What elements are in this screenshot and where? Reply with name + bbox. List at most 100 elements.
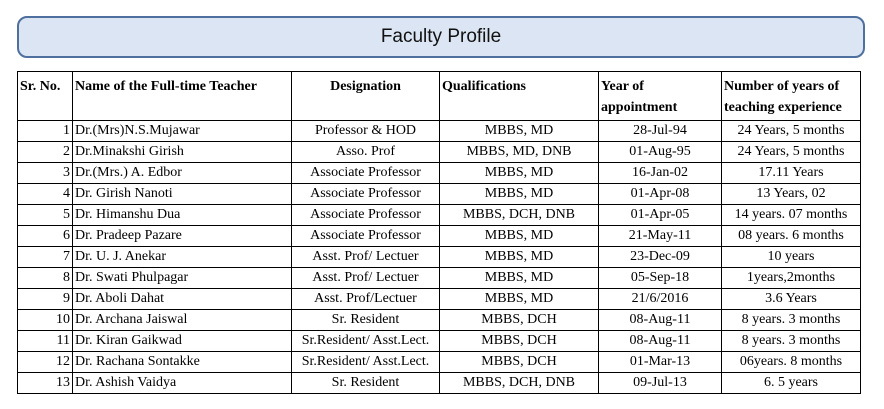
cell-qualifications: MBBS, MD bbox=[439, 288, 599, 310]
cell-sr-no: 2 bbox=[17, 141, 73, 163]
cell-designation: Asso. Prof bbox=[291, 141, 440, 163]
cell-year-of-appointment: 01-Apr-08 bbox=[598, 183, 722, 205]
cell-year-of-appointment: 21-May-11 bbox=[598, 225, 722, 247]
cell-designation: Sr.Resident/ Asst.Lect. bbox=[291, 351, 440, 373]
cell-teacher-name: Dr. Aboli Dahat bbox=[72, 288, 292, 310]
cell-teacher-name: Dr.(Mrs)N.S.Mujawar bbox=[72, 120, 292, 142]
cell-qualifications: MBBS, DCH, DNB bbox=[439, 204, 599, 226]
cell-teaching-experience: 24 Years, 5 months bbox=[721, 141, 861, 163]
table-row: 12 Dr. Rachana Sontakke Sr.Resident/ Asst.… bbox=[17, 351, 861, 373]
cell-teaching-experience: 17.11 Years bbox=[721, 162, 861, 184]
cell-teaching-experience: 1years,2months bbox=[721, 267, 861, 289]
cell-teacher-name: Dr. Rachana Sontakke bbox=[72, 351, 292, 373]
cell-designation: Sr. Resident bbox=[291, 309, 440, 331]
cell-designation: Associate Professor bbox=[291, 162, 440, 184]
cell-year-of-appointment: 23-Dec-09 bbox=[598, 246, 722, 268]
cell-teacher-name: Dr.(Mrs.) A. Edbor bbox=[72, 162, 292, 184]
cell-teacher-name: Dr. U. J. Anekar bbox=[72, 246, 292, 268]
header-teaching-experience: Number of years of teaching experience bbox=[721, 71, 861, 121]
cell-qualifications: MBBS, DCH bbox=[439, 309, 599, 331]
cell-teaching-experience: 8 years. 3 months bbox=[721, 309, 861, 331]
table-row: 2 Dr.Minakshi Girish Asso. Prof MBBS, MD, D… bbox=[17, 141, 861, 163]
header-exp-line1: Number of years of bbox=[724, 79, 840, 94]
cell-year-of-appointment: 05-Sep-18 bbox=[598, 267, 722, 289]
cell-teacher-name: Dr. Kiran Gaikwad bbox=[72, 330, 292, 352]
table-row: 4 Dr. Girish Nanoti Associate Professor MBB… bbox=[17, 183, 861, 205]
cell-teacher-name: Dr. Ashish Vaidya bbox=[72, 372, 292, 394]
cell-qualifications: MBBS, MD bbox=[439, 120, 599, 142]
page-title-banner: Faculty Profile bbox=[17, 16, 865, 58]
table-row: 10 Dr. Archana Jaiswal Sr. Resident MBBS, D… bbox=[17, 309, 861, 331]
cell-teaching-experience: 13 Years, 02 bbox=[721, 183, 861, 205]
cell-year-of-appointment: 28-Jul-94 bbox=[598, 120, 722, 142]
table-row: 13 Dr. Ashish Vaidya Sr. Resident MBBS, DCH… bbox=[17, 372, 861, 394]
cell-sr-no: 6 bbox=[17, 225, 73, 247]
table-row: 5 Dr. Himanshu Dua Associate Professor MBBS… bbox=[17, 204, 861, 226]
table-row: 9 Dr. Aboli Dahat Asst. Prof/Lectuer MBBS, … bbox=[17, 288, 861, 310]
cell-sr-no: 11 bbox=[17, 330, 73, 352]
cell-qualifications: MBBS, DCH bbox=[439, 351, 599, 373]
header-year-of-appointment: Year of appointment bbox=[598, 71, 722, 121]
cell-designation: Professor & HOD bbox=[291, 120, 440, 142]
table-row: 3 Dr.(Mrs.) A. Edbor Associate Professor MB… bbox=[17, 162, 861, 184]
cell-sr-no: 7 bbox=[17, 246, 73, 268]
cell-qualifications: MBBS, DCH, DNB bbox=[439, 372, 599, 394]
header-designation: Designation bbox=[291, 71, 440, 121]
cell-designation: Sr.Resident/ Asst.Lect. bbox=[291, 330, 440, 352]
cell-year-of-appointment: 16-Jan-02 bbox=[598, 162, 722, 184]
cell-teaching-experience: 6. 5 years bbox=[721, 372, 861, 394]
header-year-line2: appointment bbox=[601, 100, 678, 115]
cell-teacher-name: Dr.Minakshi Girish bbox=[72, 141, 292, 163]
cell-teacher-name: Dr. Archana Jaiswal bbox=[72, 309, 292, 331]
page-title: Faculty Profile bbox=[380, 26, 502, 47]
faculty-table: Sr. No. Name of the Full-time Teacher De… bbox=[17, 71, 861, 394]
cell-sr-no: 12 bbox=[17, 351, 73, 373]
cell-qualifications: MBBS, MD bbox=[439, 225, 599, 247]
cell-teaching-experience: 10 years bbox=[721, 246, 861, 268]
cell-teaching-experience: 24 Years, 5 months bbox=[721, 120, 861, 142]
table-row: 6 Dr. Pradeep Pazare Associate Professor MB… bbox=[17, 225, 861, 247]
cell-teaching-experience: 8 years. 3 months bbox=[721, 330, 861, 352]
cell-sr-no: 1 bbox=[17, 120, 73, 142]
cell-teaching-experience: 14 years. 07 months bbox=[721, 204, 861, 226]
header-name: Name of the Full-time Teacher bbox=[72, 71, 292, 121]
cell-teaching-experience: 3.6 Years bbox=[721, 288, 861, 310]
cell-sr-no: 8 bbox=[17, 267, 73, 289]
cell-teaching-experience: 08 years. 6 months bbox=[721, 225, 861, 247]
cell-teacher-name: Dr. Swati Phulpagar bbox=[72, 267, 292, 289]
table-header-row: Sr. No. Name of the Full-time Teacher De… bbox=[17, 71, 861, 121]
cell-sr-no: 3 bbox=[17, 162, 73, 184]
header-qualifications: Qualifications bbox=[439, 71, 599, 121]
cell-qualifications: MBBS, MD bbox=[439, 246, 599, 268]
cell-teacher-name: Dr. Pradeep Pazare bbox=[72, 225, 292, 247]
cell-year-of-appointment: 01-Apr-05 bbox=[598, 204, 722, 226]
header-exp-line2: teaching experience bbox=[724, 100, 842, 115]
cell-year-of-appointment: 09-Jul-13 bbox=[598, 372, 722, 394]
cell-year-of-appointment: 08-Aug-11 bbox=[598, 330, 722, 352]
cell-sr-no: 13 bbox=[17, 372, 73, 394]
faculty-table-body: 1 Dr.(Mrs)N.S.Mujawar Professor & HOD MBBS,… bbox=[17, 120, 861, 394]
cell-designation: Associate Professor bbox=[291, 183, 440, 205]
cell-teacher-name: Dr. Himanshu Dua bbox=[72, 204, 292, 226]
table-row: 8 Dr. Swati Phulpagar Asst. Prof/ Lectuer M… bbox=[17, 267, 861, 289]
table-row: 7 Dr. U. J. Anekar Asst. Prof/ Lectuer MBBS… bbox=[17, 246, 861, 268]
header-sr-no: Sr. No. bbox=[17, 71, 73, 121]
cell-qualifications: MBBS, MD bbox=[439, 162, 599, 184]
cell-year-of-appointment: 21/6/2016 bbox=[598, 288, 722, 310]
cell-designation: Sr. Resident bbox=[291, 372, 440, 394]
cell-sr-no: 4 bbox=[17, 183, 73, 205]
cell-qualifications: MBBS, MD bbox=[439, 183, 599, 205]
cell-qualifications: MBBS, DCH bbox=[439, 330, 599, 352]
cell-designation: Associate Professor bbox=[291, 204, 440, 226]
cell-designation: Associate Professor bbox=[291, 225, 440, 247]
cell-year-of-appointment: 01-Aug-95 bbox=[598, 141, 722, 163]
cell-teaching-experience: 06years. 8 months bbox=[721, 351, 861, 373]
cell-sr-no: 9 bbox=[17, 288, 73, 310]
cell-designation: Asst. Prof/Lectuer bbox=[291, 288, 440, 310]
cell-teacher-name: Dr. Girish Nanoti bbox=[72, 183, 292, 205]
cell-qualifications: MBBS, MD bbox=[439, 267, 599, 289]
table-row: 1 Dr.(Mrs)N.S.Mujawar Professor & HOD MBBS,… bbox=[17, 120, 861, 142]
cell-qualifications: MBBS, MD, DNB bbox=[439, 141, 599, 163]
cell-designation: Asst. Prof/ Lectuer bbox=[291, 267, 440, 289]
cell-sr-no: 10 bbox=[17, 309, 73, 331]
